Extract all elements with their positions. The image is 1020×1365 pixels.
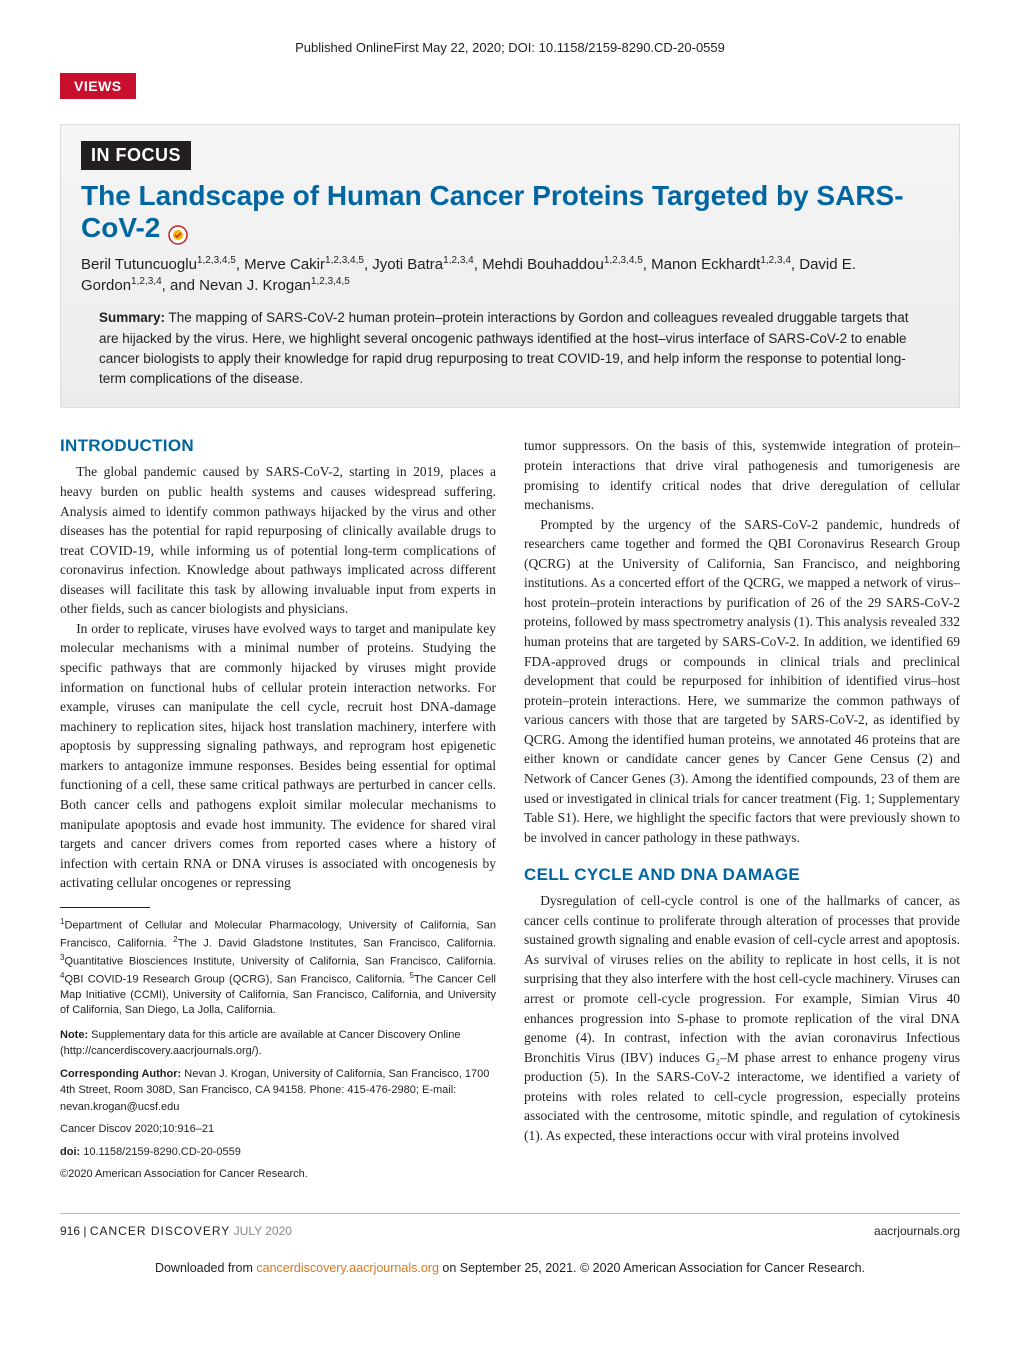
- section-head-cell-cycle: CELL CYCLE AND DNA DAMAGE: [524, 865, 960, 885]
- corresponding-author: Corresponding Author: Nevan J. Krogan, U…: [60, 1066, 496, 1116]
- note-text: Supplementary data for this article are …: [60, 1029, 460, 1058]
- views-label: VIEWS: [60, 73, 136, 99]
- column-left: INTRODUCTION The global pandemic caused …: [60, 436, 496, 1188]
- summary-label: Summary:: [99, 310, 165, 325]
- download-note: Downloaded from cancerdiscovery.aacrjour…: [60, 1260, 960, 1278]
- summary-text: The mapping of SARS-CoV-2 human protein–…: [99, 310, 909, 386]
- page-footer: 916 | CANCER DISCOVERY JULY 2020 aacrjou…: [60, 1224, 960, 1238]
- paragraph: Prompted by the urgency of the SARS-CoV-…: [524, 515, 960, 848]
- copyright-line: ©2020 American Association for Cancer Re…: [60, 1166, 496, 1183]
- affiliation-rule: [60, 907, 150, 908]
- issue-month: JULY 2020: [234, 1224, 292, 1238]
- paragraph: tumor suppressors. On the basis of this,…: [524, 436, 960, 514]
- section-tag: IN FOCUS: [81, 141, 191, 170]
- paragraph: Dysregulation of cell-cycle control is o…: [524, 891, 960, 1145]
- journal-name: CANCER DISCOVERY: [90, 1224, 230, 1238]
- body-columns: INTRODUCTION The global pandemic caused …: [60, 436, 960, 1188]
- paragraph: The global pandemic caused by SARS-CoV-2…: [60, 462, 496, 619]
- column-right: tumor suppressors. On the basis of this,…: [524, 436, 960, 1188]
- supplementary-note: Note: Supplementary data for this articl…: [60, 1027, 496, 1060]
- section-head-introduction: INTRODUCTION: [60, 436, 496, 456]
- views-badge: VIEWS: [60, 73, 960, 99]
- download-link[interactable]: cancerdiscovery.aacrjournals.org: [256, 1261, 439, 1275]
- footer-url[interactable]: aacrjournals.org: [874, 1224, 960, 1238]
- section-tag-wrap: IN FOCUS: [81, 141, 939, 180]
- author-list: Beril Tutuncuoglu1,2,3,4,5, Merve Cakir1…: [81, 254, 939, 296]
- download-post: on September 25, 2021. © 2020 American A…: [439, 1261, 865, 1275]
- intro-body: The global pandemic caused by SARS-CoV-2…: [60, 462, 496, 892]
- doi-line: doi: 10.1158/2159-8290.CD-20-0559: [60, 1144, 496, 1161]
- paragraph: In order to replicate, viruses have evol…: [60, 619, 496, 893]
- citation-line: Cancer Discov 2020;10:916–21: [60, 1121, 496, 1138]
- article-header: IN FOCUS The Landscape of Human Cancer P…: [60, 124, 960, 408]
- doi-value: 10.1158/2159-8290.CD-20-0559: [83, 1146, 241, 1158]
- affiliations: 1Department of Cellular and Molecular Ph…: [60, 916, 496, 1019]
- check-updates-icon[interactable]: [168, 220, 188, 240]
- article-title: The Landscape of Human Cancer Proteins T…: [81, 180, 939, 244]
- title-text: The Landscape of Human Cancer Proteins T…: [81, 180, 904, 243]
- publication-line: Published OnlineFirst May 22, 2020; DOI:…: [60, 40, 960, 55]
- note-label: Note:: [60, 1029, 88, 1041]
- download-pre: Downloaded from: [155, 1261, 256, 1275]
- corr-label: Corresponding Author:: [60, 1068, 181, 1080]
- page-number: 916: [60, 1224, 80, 1238]
- footer-rule: [60, 1213, 960, 1214]
- doi-label: doi:: [60, 1146, 80, 1158]
- summary-block: Summary: The mapping of SARS-CoV-2 human…: [81, 308, 939, 389]
- footer-left: 916 | CANCER DISCOVERY JULY 2020: [60, 1224, 292, 1238]
